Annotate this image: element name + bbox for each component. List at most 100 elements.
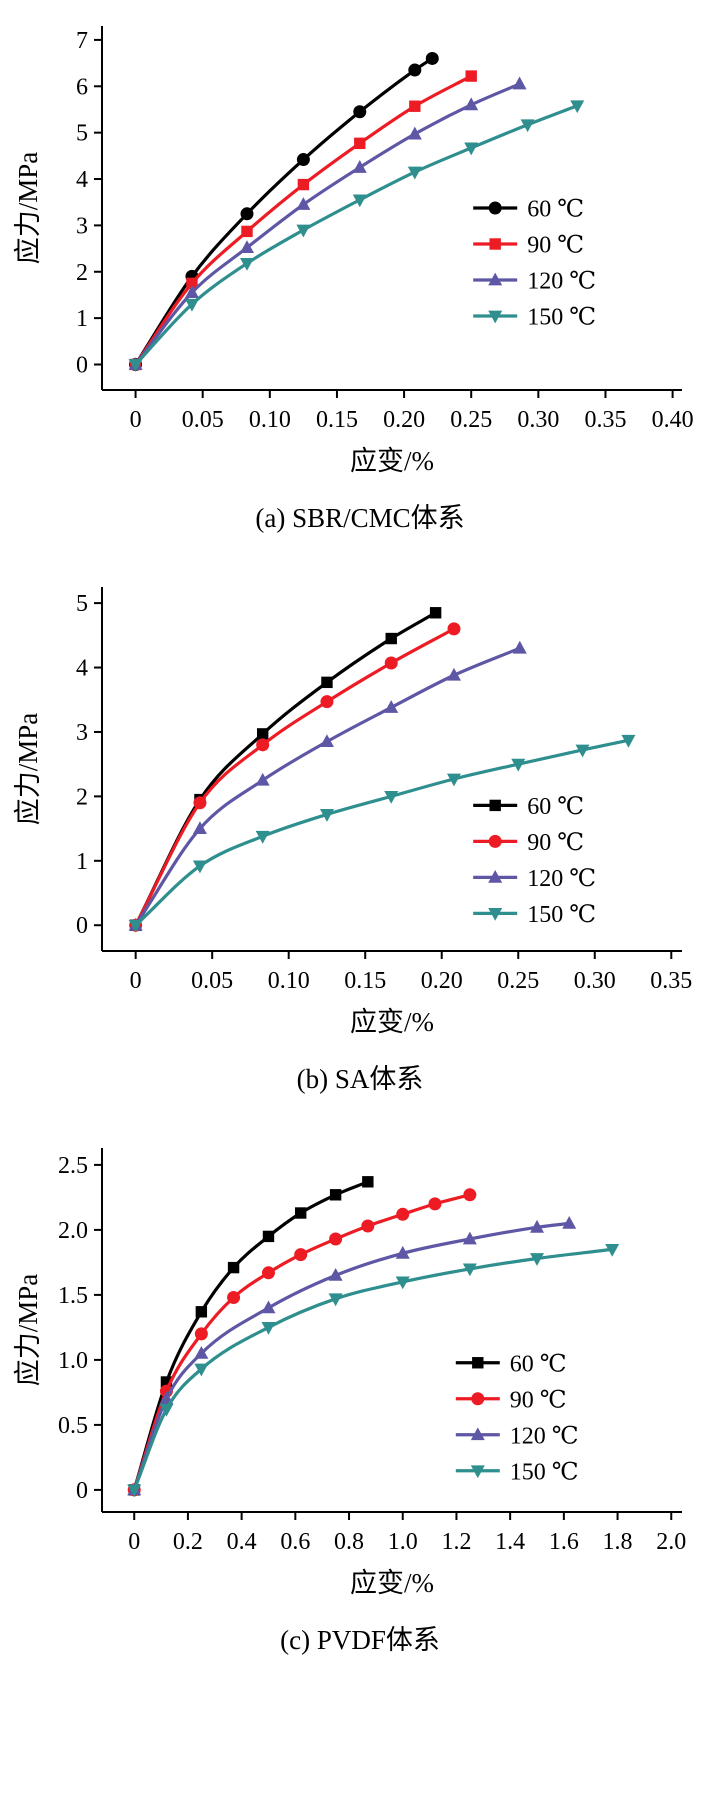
circle-marker: [471, 1392, 485, 1406]
x-tick-label: 0.30: [574, 968, 616, 994]
triangle-up-marker: [240, 240, 254, 254]
circle-marker: [294, 1248, 308, 1262]
circle-marker: [194, 1327, 208, 1341]
circle-marker: [353, 105, 367, 119]
circle-marker: [227, 1291, 241, 1304]
legend-label: 120 ℃: [527, 866, 596, 892]
y-tick-label: 0: [76, 913, 88, 939]
triangle-up-marker: [261, 1300, 276, 1314]
x-tick-label: 0.8: [334, 1529, 364, 1555]
square-marker: [489, 799, 501, 812]
y-tick-label: 3: [76, 213, 88, 239]
chart-canvas: 0 0.05 0.10 0.15 0.20 0.25 0.30 0.35 0.40 0 1 2 3 4 5 6…: [13, 26, 694, 476]
chart-canvas: 0 0.05 0.10 0.15 0.20 0.25 0.30 0.35 0 1 2 3 4 5 应变/% 应…: [13, 587, 692, 1037]
triangle-up-marker: [255, 772, 270, 786]
square-marker: [186, 277, 198, 290]
square-marker: [489, 238, 501, 250]
triangle-down-marker: [352, 194, 367, 208]
triangle-up-marker: [464, 97, 479, 111]
y-tick-label: 5: [76, 121, 88, 147]
y-tick-label: 4: [76, 656, 88, 682]
triangle-up-marker: [194, 1346, 209, 1359]
y-tick-label: 5: [76, 591, 88, 617]
triangle-up-marker: [488, 870, 503, 883]
circle-marker: [428, 1197, 442, 1211]
triangle-down-marker: [395, 1276, 410, 1290]
triangle-up-marker: [319, 734, 334, 748]
circle-marker: [425, 51, 439, 65]
triangle-up-marker: [512, 640, 527, 654]
x-tick-label: 0.6: [280, 1529, 310, 1555]
y-tick-label: 7: [76, 28, 88, 54]
circle-marker: [447, 622, 461, 636]
panel-a: 0 0.05 0.10 0.15 0.20 0.25 0.30 0.35 0.40 0 1 2 3 4 5 6…: [10, 8, 710, 535]
legend-label: 90 ℃: [527, 233, 584, 259]
y-axis-title: 应力/MPa: [13, 1274, 43, 1387]
triangle-up-marker: [384, 700, 399, 713]
triangle-down-marker: [184, 298, 199, 312]
x-tick-label: 0.15: [316, 407, 358, 433]
triangle-down-marker: [621, 734, 636, 748]
x-tick-label: 0.05: [182, 407, 224, 433]
x-tick-label: 2.0: [656, 1529, 686, 1555]
triangle-down-marker: [605, 1244, 620, 1257]
x-tick-label: 0.20: [421, 968, 463, 994]
legend-label: 150 ℃: [527, 305, 596, 331]
y-axis-title: 应力/MPa: [13, 152, 43, 265]
y-tick-label: 0: [76, 352, 88, 378]
x-tick-label: 0.20: [383, 407, 425, 433]
panel-b: 0 0.05 0.10 0.15 0.20 0.25 0.30 0.35 0 1 2 3 4 5 应变/% 应…: [10, 569, 710, 1096]
x-tick-label: 1.0: [388, 1529, 418, 1555]
triangle-down-marker: [194, 1363, 209, 1377]
triangle-down-marker: [261, 1322, 276, 1335]
legend-label: 120 ℃: [527, 269, 596, 295]
square-marker: [241, 225, 253, 238]
triangle-down-marker: [462, 1263, 477, 1277]
square-marker: [329, 1189, 342, 1201]
x-tick-label: 0.4: [227, 1529, 257, 1555]
circle-marker: [296, 153, 310, 167]
y-axis-title: 应力/MPa: [13, 713, 43, 826]
circle-marker: [488, 201, 502, 215]
triangle-down-marker: [407, 166, 422, 180]
triangle-down-marker: [530, 1253, 544, 1266]
x-tick-label: 1.2: [441, 1529, 471, 1555]
y-tick-label: 0: [76, 1478, 88, 1504]
triangle-up-marker: [446, 667, 461, 681]
triangle-down-marker: [296, 224, 311, 238]
y-tick-label: 1.5: [58, 1283, 88, 1309]
y-tick-label: 2: [76, 784, 88, 810]
x-tick-label: 0.40: [652, 407, 694, 433]
x-tick-label: 0: [130, 968, 142, 994]
x-tick-label: 0: [128, 1529, 140, 1555]
y-tick-label: 1: [76, 306, 88, 332]
x-tick-label: 0.05: [191, 968, 233, 994]
square-marker: [256, 728, 269, 740]
triangle-up-marker: [296, 197, 311, 210]
triangle-up-marker: [184, 285, 199, 299]
triangle-down-marker: [127, 1484, 142, 1498]
x-tick-label: 0.10: [268, 968, 310, 994]
square-marker: [321, 676, 333, 689]
circle-marker: [193, 796, 207, 810]
triangle-up-marker: [192, 821, 207, 834]
legend-label: 90 ℃: [510, 1387, 567, 1413]
circle-marker: [261, 1266, 275, 1280]
x-tick-label: 0.2: [173, 1529, 203, 1555]
series-line: [134, 82, 521, 366]
series-line: [134, 74, 472, 366]
circle-marker: [384, 656, 398, 670]
legend-label: 150 ℃: [527, 902, 596, 928]
circle-marker: [463, 1188, 477, 1202]
square-marker: [409, 100, 421, 112]
square-marker: [354, 137, 366, 150]
triangle-down-marker: [511, 758, 526, 772]
y-tick-label: 0.5: [58, 1413, 88, 1439]
triangle-down-marker: [470, 1465, 485, 1479]
triangle-up-marker: [530, 1219, 544, 1233]
triangle-down-marker: [464, 142, 479, 156]
circle-marker: [240, 207, 254, 221]
x-tick-label: 0.35: [650, 968, 692, 994]
square-marker: [297, 178, 310, 191]
panel-c: 0 0.2 0.4 0.6 0.8 1.0 1.2 1.4 1.6 1.8 2.0 0 0.5 1.0 1.…: [10, 1130, 710, 1657]
